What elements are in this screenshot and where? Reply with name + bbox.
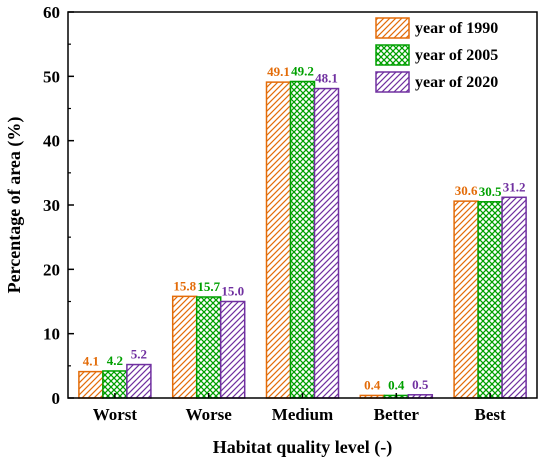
data-label-best-series-3: 31.2: [503, 179, 526, 194]
legend-swatch-2: [375, 44, 410, 66]
y-tick-label: 20: [43, 260, 60, 279]
bar-medium-series-2: [289, 80, 316, 399]
bar-worst-series-1: [78, 370, 104, 399]
x-tick-label-worst: Worst: [93, 405, 138, 424]
bar-medium-series-3: [313, 87, 340, 399]
data-label-better-series-1: 0.4: [364, 377, 381, 392]
y-tick-label: 40: [43, 132, 60, 151]
x-tick-label-medium: Medium: [272, 405, 333, 424]
y-tick-label: 0: [52, 389, 61, 408]
y-tick-label: 60: [43, 3, 60, 22]
data-label-best-series-2: 30.5: [479, 184, 502, 199]
data-label-better-series-2: 0.4: [388, 377, 405, 392]
data-label-worst-series-3: 5.2: [131, 347, 147, 362]
data-label-medium-series-3: 48.1: [315, 71, 338, 86]
data-label-worst-series-1: 4.1: [83, 354, 99, 369]
bar-best-series-3: [501, 196, 527, 399]
legend-label-1: year of 1990: [415, 20, 498, 37]
bar-best-series-1: [453, 200, 479, 399]
legend-label-3: year of 2020: [415, 74, 498, 91]
bar-worst-series-3: [126, 363, 152, 399]
data-label-worse-series-2: 15.7: [197, 279, 220, 294]
legend-label-2: year of 2005: [415, 47, 498, 64]
data-label-worse-series-1: 15.8: [173, 278, 196, 293]
data-label-worst-series-2: 4.2: [107, 353, 123, 368]
x-tick-label-better: Better: [374, 405, 420, 424]
data-label-worse-series-3: 15.0: [221, 284, 244, 299]
x-tick-label-worse: Worse: [186, 405, 233, 424]
data-label-medium-series-1: 49.1: [267, 64, 290, 79]
x-axis-title: Habitat quality level (-): [213, 437, 392, 458]
axes-layer: 0 10 20 30 40 50 60 Worst Worse Medium Better Best: [43, 3, 538, 424]
legend-swatch-3: [375, 71, 410, 93]
data-label-best-series-1: 30.6: [455, 183, 478, 198]
bar-worse-series-2: [195, 296, 222, 399]
bar-worse-series-3: [219, 300, 246, 399]
data-label-better-series-3: 0.5: [412, 377, 429, 392]
y-tick-label: 50: [43, 67, 60, 86]
x-tick-label-best: Best: [475, 405, 507, 424]
bar-best-series-2: [477, 201, 503, 399]
data-label-medium-series-2: 49.2: [291, 63, 314, 78]
legend: year of 1990 year of 2005 year of 2020: [375, 17, 498, 93]
y-tick-label: 10: [43, 325, 60, 344]
data-labels-layer: 4.1 4.2 5.2 15.8 15.7 15.0 49.1 49.2 48.1 0.4 0.4 0…: [83, 63, 526, 392]
y-tick-label: 30: [43, 196, 60, 215]
y-axis-title: Percentage of area (%): [4, 117, 25, 294]
legend-swatch-1: [375, 17, 410, 39]
bar-medium-series-1: [265, 81, 292, 399]
bar-worse-series-1: [171, 295, 198, 399]
